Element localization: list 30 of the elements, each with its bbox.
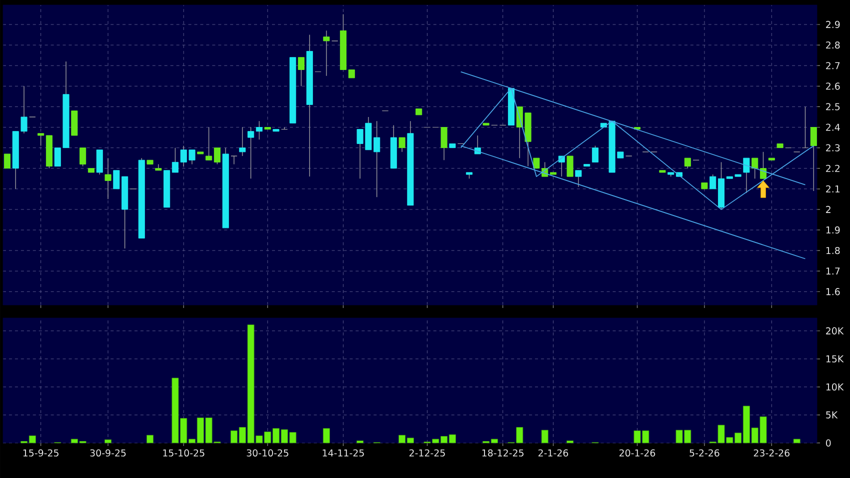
y-tick-label: 15K bbox=[826, 355, 844, 362]
y-tick-label: 0 bbox=[826, 439, 831, 447]
y-tick-label: 2.8 bbox=[826, 41, 840, 49]
x-tick-label: 15-9-25 bbox=[23, 449, 58, 457]
x-tick-label: 2-12-25 bbox=[409, 449, 445, 457]
y-tick-label: 2 bbox=[826, 206, 830, 213]
y-tick-label: 2.4 bbox=[826, 124, 840, 131]
y-tick-label: 2.1 bbox=[826, 185, 840, 192]
y-tick-label: 20K bbox=[826, 327, 844, 334]
x-tick-label: 5-2-26 bbox=[690, 449, 720, 457]
y-tick-label: 1.9 bbox=[826, 226, 840, 234]
y-tick-label: 5K bbox=[826, 411, 838, 418]
y-tick-label: 2.7 bbox=[826, 62, 840, 70]
y-tick-label: 2.2 bbox=[826, 164, 840, 172]
x-tick-label: 30-10-25 bbox=[246, 449, 288, 457]
x-tick-label: 20-1-26 bbox=[619, 449, 656, 457]
y-tick-label: 10K bbox=[826, 383, 844, 391]
y-tick-label: 1.7 bbox=[826, 268, 840, 275]
y-tick-label: 1.6 bbox=[826, 288, 840, 296]
x-tick-label: 18-12-25 bbox=[482, 449, 524, 457]
y-tick-label: 2.6 bbox=[826, 82, 840, 90]
x-tick-label: 15-10-25 bbox=[163, 449, 204, 457]
y-tick-label: 2.3 bbox=[826, 144, 840, 152]
x-tick-label: 30-9-25 bbox=[90, 449, 126, 457]
y-tick-label: 2.9 bbox=[826, 20, 840, 28]
x-tick-label: 2-1-26 bbox=[538, 449, 568, 457]
y-tick-label: 2.5 bbox=[826, 103, 840, 110]
x-tick-label: 14-11-25 bbox=[322, 449, 364, 457]
x-tick-label: 23-2-26 bbox=[754, 449, 790, 457]
y-tick-label: 1.8 bbox=[826, 246, 840, 254]
